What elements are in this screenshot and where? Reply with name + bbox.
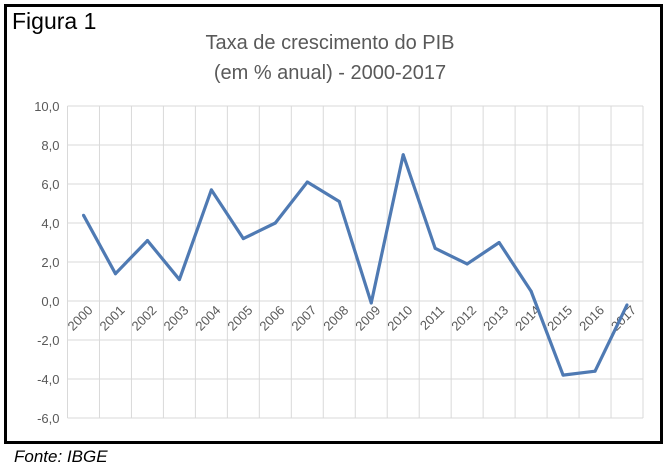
y-tick-label: -4,0: [37, 372, 59, 387]
data-point: [113, 272, 117, 276]
data-point: [145, 239, 149, 243]
data-point: [369, 301, 373, 305]
data-point: [273, 221, 277, 225]
figure-label: Figura 1: [12, 8, 97, 34]
x-tick-label: 2002: [128, 303, 159, 334]
chart-subtitle: (em % anual) - 2000-2017: [213, 62, 447, 84]
y-tick-label: 4,0: [41, 216, 59, 231]
x-tick-label: 2003: [160, 303, 191, 334]
data-point: [433, 246, 437, 250]
data-point: [209, 188, 213, 192]
x-tick-label: 2008: [320, 303, 351, 334]
data-point: [593, 369, 597, 373]
x-tick-label: 2006: [256, 303, 287, 334]
figure-frame: [4, 4, 663, 444]
x-tick-label: 2017: [608, 303, 639, 334]
x-tick-label: 2011: [417, 303, 447, 333]
data-point: [561, 373, 565, 377]
x-tick-label: 2016: [576, 303, 607, 334]
x-tick-label: 2000: [65, 303, 96, 334]
y-tick-label: 10,0: [34, 99, 59, 114]
data-point: [305, 180, 309, 184]
y-tick-label: -2,0: [37, 333, 59, 348]
data-point: [625, 303, 629, 307]
data-point: [81, 213, 85, 217]
source-note: Fonte: IBGE: [14, 447, 108, 466]
x-tick-label: 2005: [224, 303, 255, 334]
data-point: [497, 241, 501, 244]
data-point: [241, 237, 245, 241]
data-point: [177, 278, 181, 282]
y-tick-label: -6,0: [37, 411, 59, 426]
x-tick-label: 2004: [192, 303, 223, 334]
data-point: [465, 262, 469, 266]
x-tick-label: 2007: [288, 303, 319, 334]
x-tick-label: 2013: [480, 303, 511, 334]
data-point: [337, 200, 341, 204]
data-point: [401, 153, 405, 157]
y-tick-label: 0,0: [41, 294, 59, 309]
x-tick-label: 2009: [352, 303, 383, 334]
x-tick-label: 2010: [384, 303, 415, 334]
y-tick-label: 2,0: [41, 255, 59, 270]
y-tick-label: 8,0: [41, 138, 59, 153]
chart-title: Taxa de crescimento do PIB (em % anual) …: [120, 28, 540, 88]
y-tick-label: 6,0: [41, 177, 59, 192]
x-tick-label: 2015: [544, 303, 575, 334]
x-tick-label: 2001: [97, 303, 128, 334]
chart-title-line1: Taxa de crescimento do PIB: [205, 32, 455, 54]
data-point: [529, 289, 533, 293]
x-tick-label: 2012: [448, 303, 479, 334]
series-line: [82, 153, 629, 377]
